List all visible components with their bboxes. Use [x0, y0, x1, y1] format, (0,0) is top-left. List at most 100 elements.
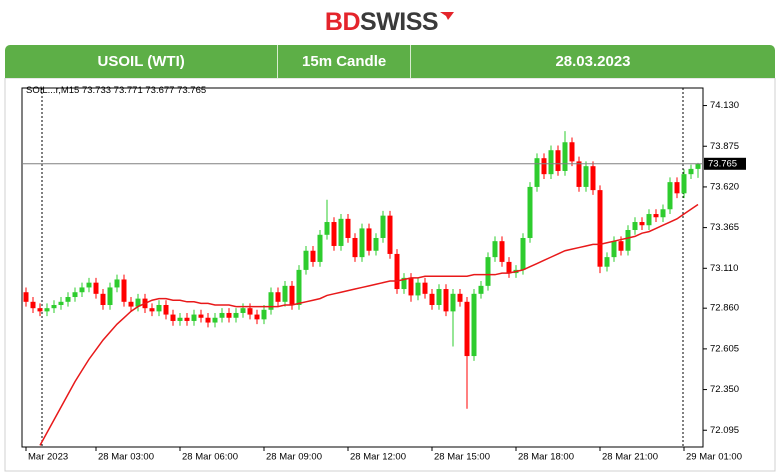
logo: BDSWISS: [0, 8, 780, 37]
candle-body: [240, 308, 246, 313]
candle-body: [65, 297, 71, 302]
logo-bd: BD: [324, 8, 361, 36]
y-tick-label: 72.605: [710, 343, 739, 354]
y-tick-label: 73.365: [710, 222, 739, 233]
candle-body: [303, 250, 309, 270]
candle-body: [72, 292, 78, 298]
candle-body: [23, 292, 29, 302]
chart-frame: [4, 78, 776, 472]
y-tick-label: 72.860: [710, 303, 739, 314]
candle-body: [660, 209, 666, 218]
candle-body: [485, 257, 491, 286]
candle-body: [646, 214, 652, 226]
candle-body: [590, 166, 596, 191]
candle-body: [30, 301, 36, 309]
candle-body: [37, 308, 43, 312]
instrument: USOIL (WTI): [5, 45, 279, 78]
candle-body: [163, 304, 169, 315]
candle-body: [653, 214, 659, 218]
y-tick-label: 73.110: [710, 263, 738, 274]
candle-body: [576, 161, 582, 187]
candle-body: [135, 298, 141, 307]
last-close: 73.765: [177, 85, 206, 96]
candle-body: [541, 158, 547, 175]
candle-body: [191, 314, 197, 321]
candle-body: [471, 293, 477, 357]
x-tick-label: 28 Mar 09:00: [266, 452, 322, 463]
candle-body: [667, 182, 673, 210]
candle-body: [618, 241, 624, 251]
candle-body: [338, 218, 344, 246]
plot-frame: [21, 87, 704, 448]
candle-body: [324, 222, 330, 235]
candle-body: [86, 282, 92, 288]
candle-body: [58, 301, 64, 305]
candle-body: [492, 241, 498, 258]
symbol-label: SOIL...r,M15: [26, 85, 79, 96]
candle-body: [289, 285, 295, 305]
candle-body: [401, 277, 407, 290]
y-tick-label: 72.350: [710, 384, 739, 395]
candle-body: [597, 190, 603, 267]
candle-body: [317, 234, 323, 262]
candle-body: [254, 314, 260, 320]
candle-body: [464, 301, 470, 357]
logo-arrow: [440, 12, 455, 20]
candle-body: [611, 241, 617, 258]
candle-body: [457, 293, 463, 302]
candle-body: [632, 222, 638, 231]
candle-body: [93, 282, 99, 294]
candle-body: [534, 158, 540, 187]
candle-body: [639, 222, 645, 226]
last-high: 73.771: [114, 85, 143, 96]
chart: SOIL...r,M15 73.733 73.771 73.677 73.765…: [4, 78, 776, 472]
candle-body: [296, 269, 302, 305]
candle-body: [548, 150, 554, 175]
candle-body: [422, 282, 428, 294]
candle-body: [604, 257, 610, 267]
candle-body: [387, 215, 393, 254]
candle-body: [170, 314, 176, 321]
candle-body: [527, 186, 533, 238]
candle-body: [310, 250, 316, 262]
candle-body: [415, 282, 421, 296]
candle-body: [625, 230, 631, 251]
x-tick-label: 28 Mar 06:00: [182, 452, 238, 463]
last-low: 73.677: [145, 85, 174, 96]
candle-body: [429, 293, 435, 305]
logo-swiss: SWISS: [360, 8, 439, 36]
plot: [23, 131, 701, 446]
y-tick-label: 74.130: [710, 100, 739, 111]
candle-body: [51, 304, 57, 309]
candle-body: [345, 218, 351, 238]
candle-body: [149, 308, 155, 312]
candle-body: [128, 301, 134, 307]
candle-body: [198, 314, 204, 318]
candle-body: [177, 317, 183, 321]
candle-body: [233, 312, 239, 318]
candle-body: [499, 241, 505, 262]
y-tick-label: 73.875: [710, 141, 739, 152]
candle-body: [121, 279, 127, 302]
candle-body: [79, 287, 85, 293]
y-tick-label: 72.095: [710, 425, 739, 436]
candle-body: [359, 228, 365, 258]
price-tag-label: 73.765: [708, 158, 737, 169]
candle-body: [394, 253, 400, 290]
price-tag: [704, 157, 746, 170]
candle-body: [688, 168, 694, 175]
candle-body: [212, 317, 218, 323]
candle-body: [555, 150, 561, 171]
candle-body: [436, 289, 442, 305]
x-tick-label: 28 Mar 21:00: [602, 452, 658, 463]
candle-body: [156, 304, 162, 312]
y-tick-label: 73.620: [710, 181, 739, 192]
x-tick-label: 29 Mar 01:00: [686, 452, 742, 463]
candle-body: [681, 174, 687, 194]
candle-body: [107, 287, 113, 305]
moving-average: [39, 203, 699, 446]
candle-body: [373, 237, 379, 251]
candle-body: [219, 312, 225, 318]
candle-body: [114, 279, 120, 288]
